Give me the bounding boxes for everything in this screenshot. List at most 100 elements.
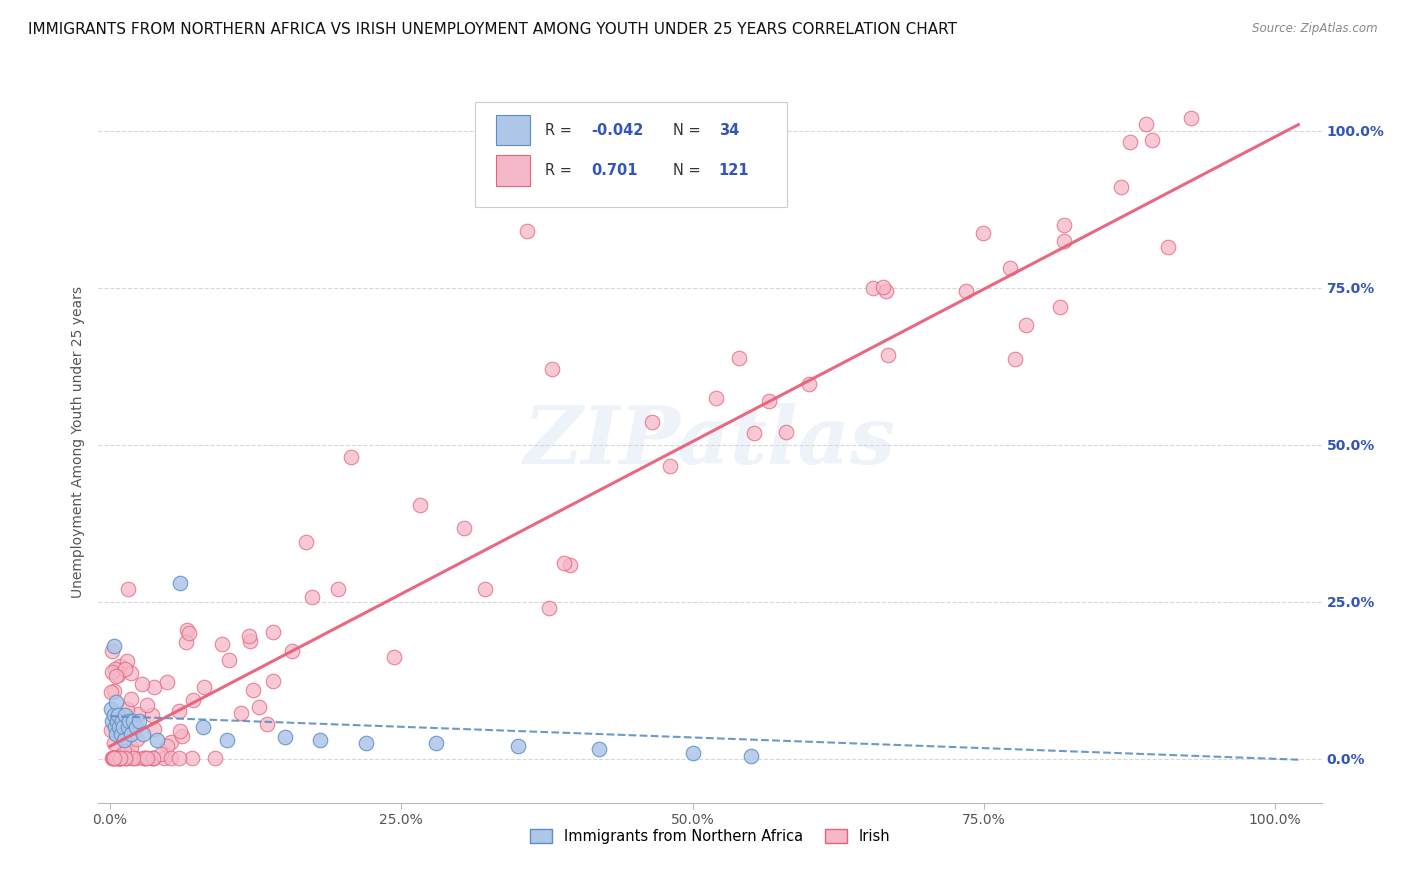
Point bbox=[100, 644, 122, 658]
Point bbox=[1135, 117, 1157, 131]
Point bbox=[758, 394, 780, 409]
Point bbox=[118, 714, 141, 728]
Point bbox=[425, 736, 447, 750]
Point bbox=[115, 751, 138, 765]
Point bbox=[103, 639, 125, 653]
Point bbox=[506, 739, 529, 754]
Point bbox=[122, 751, 145, 765]
Point bbox=[120, 692, 142, 706]
Y-axis label: Unemployment Among Youth under 25 years: Unemployment Among Youth under 25 years bbox=[72, 285, 86, 598]
Point bbox=[516, 224, 538, 238]
Point bbox=[169, 575, 191, 590]
Point bbox=[105, 709, 128, 723]
FancyBboxPatch shape bbox=[475, 102, 787, 207]
Point bbox=[339, 450, 361, 465]
Point bbox=[115, 751, 138, 765]
Point bbox=[101, 665, 124, 679]
Point bbox=[558, 558, 581, 573]
Text: IMMIGRANTS FROM NORTHERN AFRICA VS IRISH UNEMPLOYMENT AMONG YOUTH UNDER 25 YEARS: IMMIGRANTS FROM NORTHERN AFRICA VS IRISH… bbox=[28, 22, 957, 37]
Point bbox=[704, 391, 727, 405]
Point bbox=[169, 724, 191, 739]
Point bbox=[141, 707, 163, 722]
Point bbox=[141, 751, 163, 765]
Text: 121: 121 bbox=[718, 163, 749, 178]
Point bbox=[120, 665, 142, 680]
Point bbox=[682, 746, 704, 760]
Point bbox=[104, 662, 127, 676]
Point bbox=[658, 458, 681, 473]
Point bbox=[998, 260, 1021, 275]
Point bbox=[301, 590, 323, 604]
Point bbox=[742, 426, 765, 441]
Point bbox=[145, 733, 167, 747]
Point bbox=[1156, 240, 1178, 254]
Point bbox=[110, 713, 132, 727]
Point bbox=[176, 624, 198, 638]
Point bbox=[1180, 111, 1202, 125]
Point bbox=[104, 720, 127, 734]
Point bbox=[120, 740, 142, 755]
Point bbox=[453, 521, 475, 535]
Point bbox=[107, 707, 129, 722]
Point bbox=[117, 720, 139, 734]
Point bbox=[112, 744, 135, 758]
Point bbox=[125, 751, 148, 765]
Point bbox=[103, 684, 125, 698]
Text: N =: N = bbox=[673, 122, 706, 137]
Point bbox=[103, 707, 125, 722]
Point bbox=[110, 751, 132, 765]
Point bbox=[204, 751, 226, 765]
Text: Source: ZipAtlas.com: Source: ZipAtlas.com bbox=[1253, 22, 1378, 36]
Point bbox=[110, 751, 132, 765]
Point bbox=[152, 751, 174, 765]
Point bbox=[108, 751, 131, 765]
Point bbox=[727, 351, 749, 366]
Point bbox=[110, 751, 132, 765]
Text: ZIPatlas: ZIPatlas bbox=[524, 403, 896, 480]
Point bbox=[121, 751, 143, 765]
Point bbox=[107, 667, 129, 681]
Point bbox=[239, 633, 262, 648]
Point bbox=[101, 751, 124, 765]
Point bbox=[100, 723, 122, 737]
Point bbox=[160, 735, 183, 749]
Point bbox=[131, 727, 153, 741]
Point bbox=[127, 732, 149, 747]
Point bbox=[862, 281, 884, 295]
Point bbox=[382, 649, 405, 664]
Point bbox=[142, 751, 165, 765]
Point bbox=[101, 714, 124, 728]
Point bbox=[537, 601, 560, 615]
Point bbox=[134, 751, 156, 765]
Point bbox=[108, 658, 131, 673]
Point bbox=[1004, 351, 1026, 366]
Point bbox=[104, 695, 127, 709]
Point bbox=[105, 751, 128, 765]
Point bbox=[229, 706, 252, 720]
Point bbox=[409, 498, 432, 512]
Point bbox=[875, 285, 897, 299]
Point bbox=[103, 751, 125, 765]
Point bbox=[135, 751, 157, 765]
Point bbox=[131, 676, 153, 690]
Point bbox=[1111, 179, 1133, 194]
Point bbox=[1049, 300, 1071, 314]
Point bbox=[100, 685, 122, 699]
Point bbox=[108, 720, 131, 734]
Point bbox=[211, 637, 233, 651]
Point bbox=[104, 727, 127, 741]
Point bbox=[136, 698, 159, 713]
Point bbox=[308, 733, 330, 747]
Point bbox=[105, 714, 128, 728]
Point bbox=[1053, 234, 1076, 248]
Point bbox=[117, 582, 139, 597]
Point bbox=[328, 582, 350, 596]
Point bbox=[181, 751, 204, 765]
Point bbox=[262, 625, 284, 640]
Legend: Immigrants from Northern Africa, Irish: Immigrants from Northern Africa, Irish bbox=[524, 823, 896, 850]
Point bbox=[125, 720, 148, 734]
Point bbox=[281, 644, 304, 658]
Point bbox=[1015, 318, 1038, 333]
Point bbox=[174, 634, 197, 648]
Point bbox=[122, 714, 145, 728]
